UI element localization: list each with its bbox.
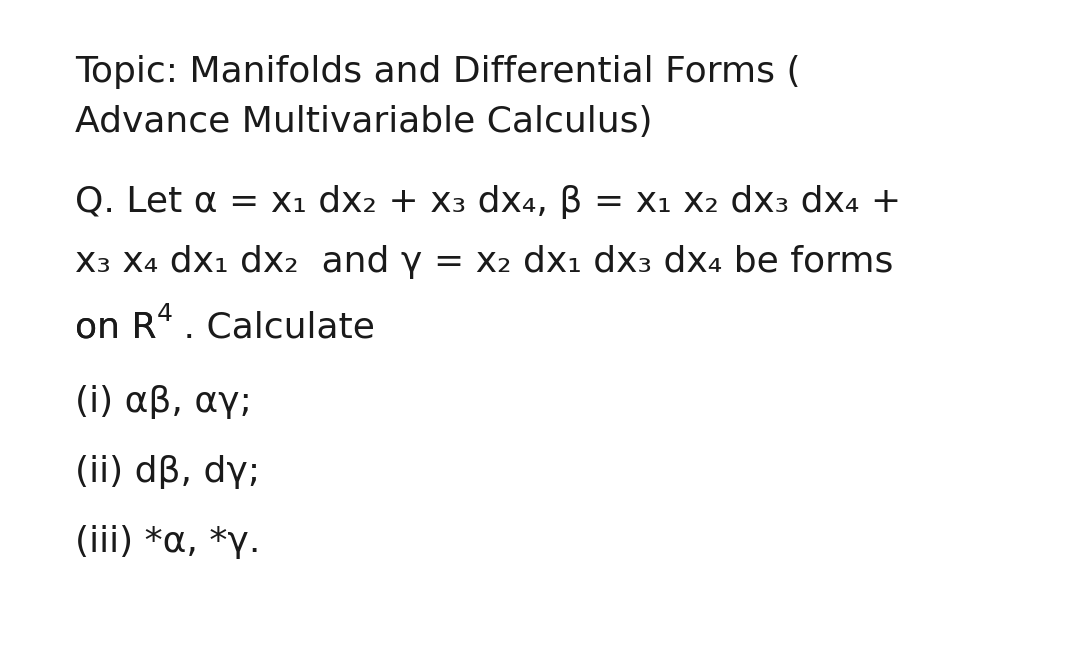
Text: on R: on R xyxy=(75,310,157,344)
Text: (ii) dβ, dγ;: (ii) dβ, dγ; xyxy=(75,455,260,489)
Text: Q. Let α = x₁ dx₂ + x₃ dx₄, β = x₁ x₂ dx₃ dx₄ +: Q. Let α = x₁ dx₂ + x₃ dx₄, β = x₁ x₂ dx… xyxy=(75,185,901,219)
Text: on R: on R xyxy=(75,310,157,344)
Text: (iii) *α, *γ.: (iii) *α, *γ. xyxy=(75,525,260,559)
Text: 4: 4 xyxy=(157,302,173,326)
Text: Advance Multivariable Calculus): Advance Multivariable Calculus) xyxy=(75,105,652,139)
Text: (i) αβ, αγ;: (i) αβ, αγ; xyxy=(75,385,252,419)
Text: . Calculate: . Calculate xyxy=(173,310,376,344)
Text: Topic: Manifolds and Differential Forms (: Topic: Manifolds and Differential Forms … xyxy=(75,55,800,89)
Text: x₃ x₄ dx₁ dx₂  and γ = x₂ dx₁ dx₃ dx₄ be forms: x₃ x₄ dx₁ dx₂ and γ = x₂ dx₁ dx₃ dx₄ be … xyxy=(75,245,893,279)
